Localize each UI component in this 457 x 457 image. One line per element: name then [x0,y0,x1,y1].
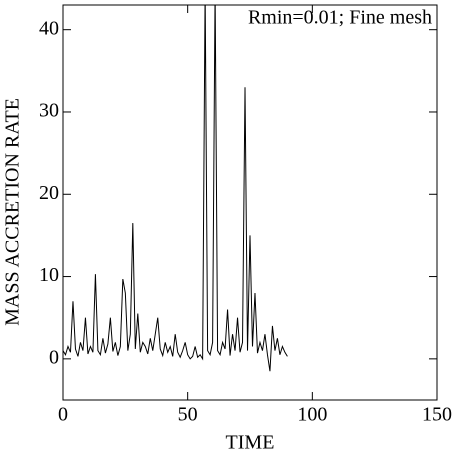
y-tick-label: 0 [49,346,59,368]
x-tick-label: 100 [297,404,327,426]
y-tick-label: 40 [39,17,59,39]
data-line [63,5,288,372]
y-tick-label: 30 [39,100,59,122]
x-tick-label: 150 [422,404,452,426]
x-tick-label: 50 [178,404,198,426]
x-axis-label: TIME [226,432,275,454]
x-tick-label: 0 [58,404,68,426]
plot-frame [62,4,438,401]
y-tick-label: 20 [39,182,59,204]
y-tick-label: 10 [39,264,59,286]
chart-title: Rmin=0.01; Fine mesh [248,7,432,29]
y-axis-label: MASS ACCRETION RATE [2,98,24,326]
